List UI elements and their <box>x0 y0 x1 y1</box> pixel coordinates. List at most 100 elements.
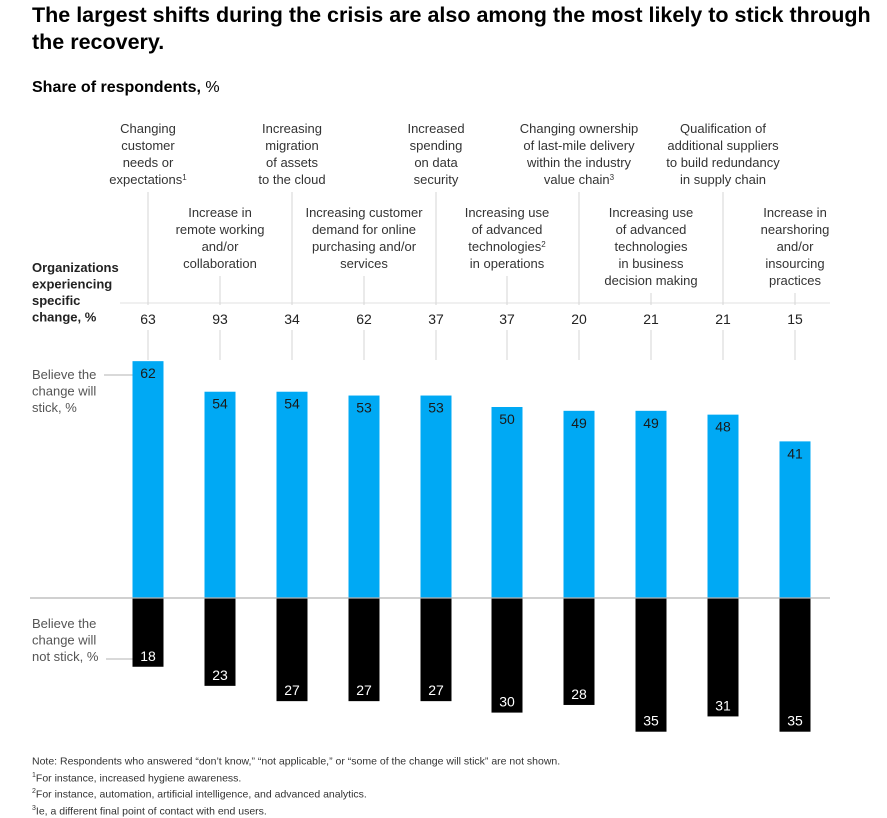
footnote-1: 1For instance, increased hygiene awarene… <box>32 769 560 786</box>
category-label-line: and/or <box>777 239 815 254</box>
category-label-line: of advanced <box>616 222 687 237</box>
org-value-label: 62 <box>356 311 372 327</box>
note-line: Note: Respondents who answered “don’t kn… <box>32 752 560 769</box>
category-label-line: Increased <box>407 121 464 136</box>
stick-value-label: 48 <box>715 419 731 435</box>
footnotes: Note: Respondents who answered “don’t kn… <box>32 752 560 818</box>
org-value-label: 93 <box>212 311 228 327</box>
stick-row-label-line: change will <box>32 384 96 399</box>
not-stick-row-label-line: not stick, % <box>32 649 99 664</box>
category-label-line: Increasing customer <box>305 205 423 220</box>
stick-bar <box>205 392 236 598</box>
category-label-line: within the industry <box>526 155 632 170</box>
category-label-line: collaboration <box>183 256 257 271</box>
not-stick-value-label: 35 <box>643 713 659 729</box>
stick-bar <box>636 411 667 598</box>
category-label-line: technologies2 <box>468 239 546 254</box>
category-label-line: in business <box>618 256 684 271</box>
not-stick-value-label: 27 <box>356 682 372 698</box>
stick-bar <box>708 415 739 598</box>
not-stick-row-label-line: change will <box>32 633 96 648</box>
category-label-line: needs or <box>123 155 174 170</box>
stick-bar <box>780 441 811 598</box>
stick-bar <box>277 392 308 598</box>
category-label-line: on data <box>414 155 458 170</box>
category-label-line: spending <box>410 138 463 153</box>
category-label-line: Increase in <box>763 205 827 220</box>
category-label-line: additional suppliers <box>667 138 779 153</box>
not-stick-value-label: 18 <box>140 648 156 664</box>
footnote-marker: 1 <box>182 173 187 182</box>
category-label-line: customer <box>121 138 175 153</box>
org-value-label: 34 <box>284 311 300 327</box>
category-label-line: to the cloud <box>258 172 325 187</box>
category-label-line: of last-mile delivery <box>523 138 635 153</box>
category-label-line: of advanced <box>472 222 543 237</box>
stick-value-label: 50 <box>499 411 515 427</box>
category-label-line: Qualification of <box>680 121 766 136</box>
category-label-line: expectations1 <box>109 172 187 187</box>
not-stick-value-label: 27 <box>428 682 444 698</box>
bar-chart: Organizationsexperiencingspecificchange,… <box>0 0 887 750</box>
category-label-line: Increasing use <box>465 205 550 220</box>
stick-value-label: 49 <box>643 415 659 431</box>
not-stick-value-label: 31 <box>715 697 731 713</box>
org-value-label: 15 <box>787 311 803 327</box>
not-stick-value-label: 30 <box>499 694 515 710</box>
footnote-marker: 3 <box>610 173 615 182</box>
category-label-line: to build redundancy <box>666 155 780 170</box>
not-stick-row-label-line: Believe the <box>32 616 96 631</box>
category-label-line: and/or <box>202 239 240 254</box>
stick-bar <box>492 407 523 598</box>
stick-value-label: 53 <box>428 400 444 416</box>
category-label-line: in operations <box>470 256 545 271</box>
org-value-label: 21 <box>715 311 731 327</box>
stick-value-label: 54 <box>284 396 300 412</box>
category-label-line: Increasing <box>262 121 322 136</box>
category-label-line: security <box>414 172 459 187</box>
stick-value-label: 54 <box>212 396 228 412</box>
org-row-label-line: experiencing <box>32 277 112 292</box>
not-stick-value-label: 28 <box>571 686 587 702</box>
category-label-line: insourcing <box>765 256 824 271</box>
org-value-label: 37 <box>499 311 515 327</box>
footnote-2: 2For instance, automation, artificial in… <box>32 785 560 802</box>
category-label-line: remote working <box>176 222 265 237</box>
category-label-line: decision making <box>604 273 697 288</box>
not-stick-value-label: 27 <box>284 682 300 698</box>
category-label-line: nearshoring <box>761 222 830 237</box>
category-label-line: Changing <box>120 121 176 136</box>
category-label-line: demand for online <box>312 222 416 237</box>
stick-bar <box>421 396 452 598</box>
org-value-label: 21 <box>643 311 659 327</box>
category-label-line: Changing ownership <box>520 121 639 136</box>
category-label-line: in supply chain <box>680 172 766 187</box>
category-label-line: technologies <box>615 239 688 254</box>
stick-value-label: 62 <box>140 365 156 381</box>
stick-bar <box>133 361 164 598</box>
org-row-label-line: specific <box>32 293 80 308</box>
stick-value-label: 53 <box>356 400 372 416</box>
org-value-label: 20 <box>571 311 587 327</box>
category-label-line: services <box>340 256 388 271</box>
not-stick-value-label: 23 <box>212 667 228 683</box>
stick-bar <box>349 396 380 598</box>
category-label-line: Increase in <box>188 205 252 220</box>
category-label-line: migration <box>265 138 318 153</box>
org-value-label: 37 <box>428 311 444 327</box>
not-stick-bar <box>636 598 667 732</box>
category-label-line: purchasing and/or <box>312 239 417 254</box>
category-label-line: value chain3 <box>544 172 615 187</box>
footnote-marker: 2 <box>541 240 546 249</box>
stick-row-label-line: Believe the <box>32 367 96 382</box>
not-stick-bar <box>780 598 811 732</box>
org-row-label-line: Organizations <box>32 260 119 275</box>
stick-bar <box>564 411 595 598</box>
category-label-line: Increasing use <box>609 205 694 220</box>
stick-row-label-line: stick, % <box>32 400 77 415</box>
category-label-line: practices <box>769 273 822 288</box>
stick-value-label: 41 <box>787 445 803 461</box>
not-stick-value-label: 35 <box>787 713 803 729</box>
stick-value-label: 49 <box>571 415 587 431</box>
org-value-label: 63 <box>140 311 156 327</box>
